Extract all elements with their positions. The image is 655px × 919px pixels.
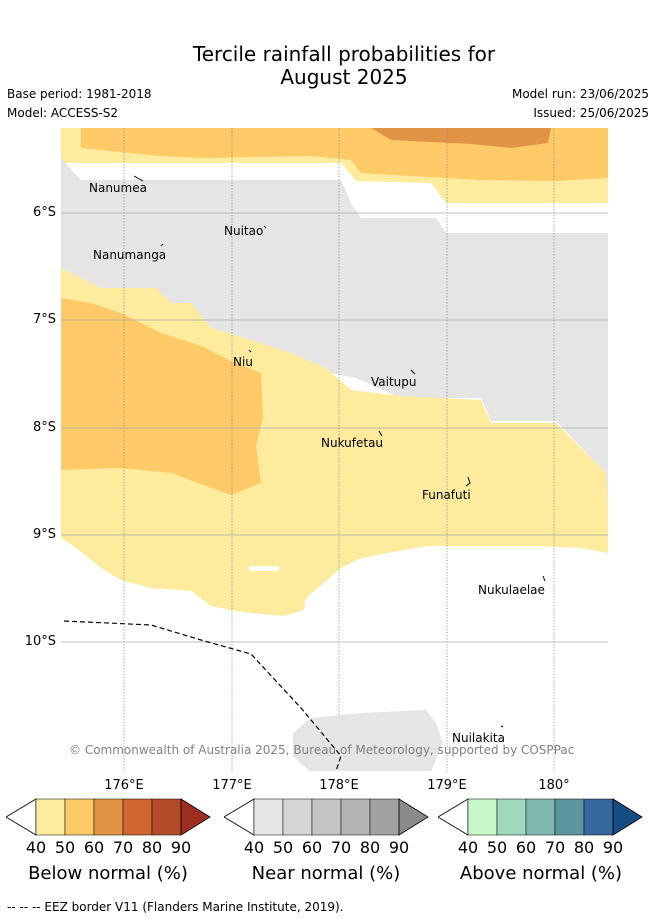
island-label-nuitao: Nuitao (224, 224, 263, 238)
lat-lines (61, 212, 608, 643)
region-below-60-top (371, 128, 551, 148)
island-label-funafuti: Funafuti (422, 488, 471, 502)
cb-above-tick-60: 60 (515, 838, 537, 857)
island-label-nanumanga: Nanumanga (93, 248, 166, 262)
lon-label-178e: 178°E (319, 778, 359, 793)
cb-near-title: Near normal (%) (251, 863, 401, 884)
cb-above-tick-80: 80 (573, 838, 595, 857)
cb-near-tick-90: 90 (388, 838, 410, 857)
lon-label-177e: 177°E (212, 778, 252, 793)
cb-below-tick-90: 90 (170, 838, 192, 857)
cb-above-title: Above normal (%) (459, 863, 623, 884)
cb-near-tick-50: 50 (272, 838, 294, 857)
cb-near-tick-80: 80 (359, 838, 381, 857)
colorbar-near-normal (224, 798, 429, 836)
island-label-vaitupu: Vaitupu (371, 375, 417, 389)
model-run-label: Model run: 23/06/2025 (511, 87, 649, 101)
island-label-niu: Niu (233, 355, 253, 369)
copyright-notice: © Commonwealth of Australia 2025, Bureau… (69, 743, 574, 757)
island-label-nukufetau: Nukufetau (321, 436, 383, 450)
lat-label-6s: 6°S (32, 205, 56, 220)
colorbar-below-normal (6, 798, 211, 836)
island-label-nanumea: Nanumea (89, 181, 147, 195)
cb-below-tick-50: 50 (54, 838, 76, 857)
cb-above-tick-90: 90 (602, 838, 624, 857)
island-shapes (133, 175, 546, 728)
colorbar-above-normal (438, 798, 643, 836)
map-canvas: Nanumea Nuitao Nanumanga Niu Vaitupu Nuk… (61, 128, 608, 772)
cb-above-tick-70: 70 (544, 838, 566, 857)
cb-near-tick-60: 60 (301, 838, 323, 857)
lon-label-180: 180° (538, 778, 570, 793)
cb-below-title: Below normal (%) (28, 863, 188, 884)
cb-below-tick-80: 80 (141, 838, 163, 857)
cb-below-tick-40: 40 (25, 838, 47, 857)
issued-label: Issued: 25/06/2025 (533, 106, 649, 120)
region-near-40 (61, 158, 608, 503)
eez-legend-footer: -- -- -- EEZ border V11 (Flanders Marine… (7, 900, 344, 914)
island-label-nukulaelae: Nukulaelae (478, 583, 545, 597)
island-label-nuilakita: Nuilakita (452, 731, 505, 745)
forecast-map[interactable]: Nanumea Nuitao Nanumanga Niu Vaitupu Nuk… (61, 128, 608, 772)
chart-title-line2: August 2025 (280, 65, 408, 89)
cb-near-tick-40: 40 (243, 838, 265, 857)
cb-near-tick-70: 70 (330, 838, 352, 857)
graticule (123, 128, 555, 771)
region-below-50-west (61, 298, 263, 495)
cb-below-tick-60: 60 (83, 838, 105, 857)
base-period-label: Base period: 1981-2018 (7, 87, 152, 101)
region-near-40-south (293, 710, 443, 771)
region-white-gap (249, 566, 279, 571)
lat-label-8s: 8°S (32, 420, 56, 435)
cb-above-tick-50: 50 (486, 838, 508, 857)
lat-label-7s: 7°S (32, 312, 56, 327)
model-label: Model: ACCESS-S2 (7, 106, 119, 120)
cb-above-tick-40: 40 (457, 838, 479, 857)
lon-label-179e: 179°E (427, 778, 467, 793)
cb-below-tick-70: 70 (112, 838, 134, 857)
lon-label-176e: 176°E (104, 778, 144, 793)
chart-title-line1: Tercile rainfall probabilities for (192, 42, 496, 66)
lat-label-9s: 9°S (32, 527, 56, 542)
lat-label-10s: 10°S (24, 634, 56, 649)
